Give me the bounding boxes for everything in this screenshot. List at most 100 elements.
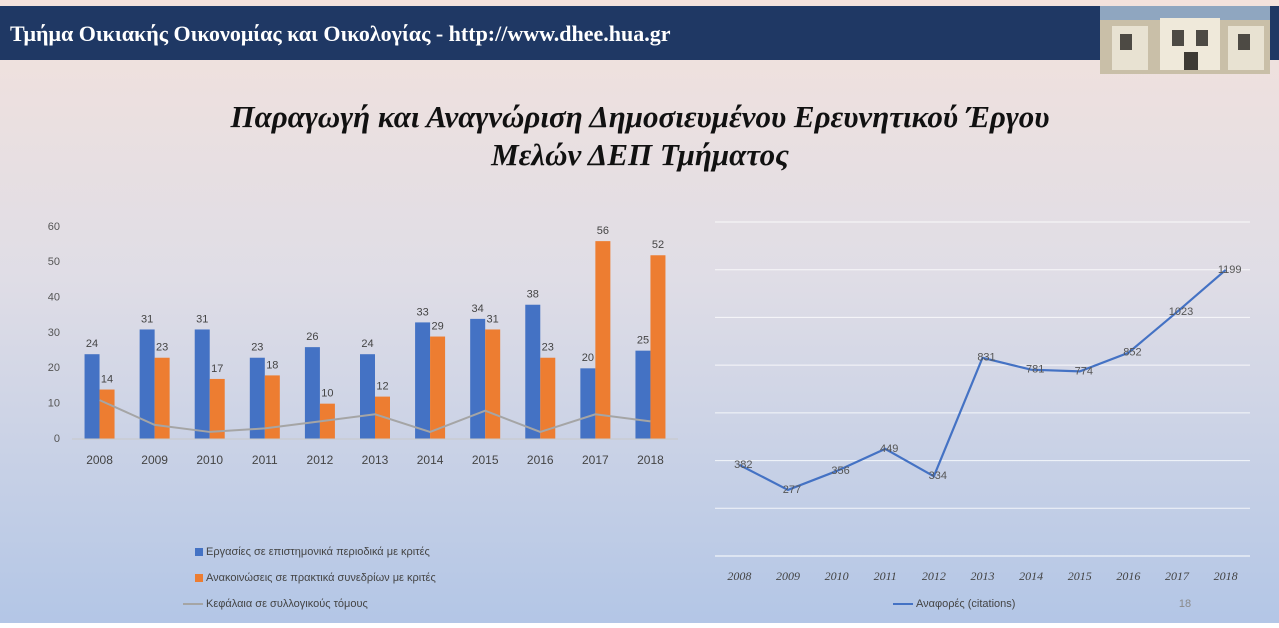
data-label: 24	[86, 338, 98, 350]
x-tick-label: 2016	[1116, 569, 1140, 583]
line-series	[99, 399, 651, 433]
legend-swatch	[195, 574, 203, 582]
bar	[249, 357, 265, 439]
data-label: 33	[416, 306, 428, 318]
data-label: 449	[880, 443, 898, 455]
y-tick-label: 10	[48, 398, 60, 410]
legend-label: Κεφάλαια σε συλλογικούς τόμους	[206, 598, 368, 610]
data-label: 25	[637, 335, 649, 347]
data-label: 56	[597, 225, 609, 237]
header-bar	[0, 6, 1279, 60]
data-label: 34	[472, 303, 484, 315]
legend-label: Ανακοινώσεις σε πρακτικά συνεδρίων με κρ…	[206, 572, 436, 584]
data-label: 852	[1123, 347, 1141, 359]
bar	[154, 357, 170, 439]
data-label: 14	[101, 373, 113, 385]
legend-swatch	[195, 548, 203, 556]
x-tick-label: 2016	[527, 453, 554, 467]
bar	[580, 368, 596, 439]
x-tick-label: 2015	[1068, 569, 1092, 583]
slide-title: Παραγωγή και Αναγνώριση Δημοσιευμένου Ερ…	[230, 99, 1050, 134]
header-text: Τμήμα Οικιακής Οικονομίας και Οικολογίας…	[10, 21, 671, 46]
bar	[264, 375, 280, 439]
bar	[194, 329, 210, 439]
data-label: 52	[652, 239, 664, 251]
data-label: 382	[734, 459, 752, 471]
x-tick-label: 2008	[727, 569, 751, 583]
data-label: 31	[196, 313, 208, 325]
data-label: 781	[1026, 364, 1044, 376]
data-label: 1199	[1218, 264, 1242, 276]
y-tick-label: 60	[48, 221, 60, 233]
bar	[540, 357, 556, 439]
x-tick-label: 2017	[582, 453, 609, 467]
data-label: 23	[542, 342, 554, 354]
slide-title: Μελών ΔΕΠ Τμήματος	[490, 137, 789, 172]
bar	[525, 304, 541, 439]
data-label: 38	[527, 289, 539, 301]
data-label: 277	[783, 484, 801, 496]
data-label: 31	[141, 313, 153, 325]
bar	[99, 389, 115, 439]
x-tick-label: 2014	[417, 453, 444, 467]
legend-label: Εργασίες σε επιστημονικά περιοδικά με κρ…	[206, 546, 430, 558]
data-label: 1023	[1169, 306, 1193, 318]
legend-label: Αναφορές (citations)	[916, 598, 1015, 610]
data-label: 774	[1075, 365, 1093, 377]
x-tick-label: 2009	[141, 453, 168, 467]
data-label: 24	[361, 338, 373, 350]
data-label: 334	[929, 470, 947, 482]
bar	[84, 354, 100, 439]
page-number: 18	[1179, 598, 1191, 610]
bar	[635, 350, 651, 439]
x-tick-label: 2010	[825, 569, 849, 583]
x-tick-label: 2014	[1019, 569, 1043, 583]
data-label: 831	[977, 352, 995, 364]
x-tick-label: 2012	[922, 569, 946, 583]
bar	[304, 347, 320, 439]
x-tick-label: 2011	[874, 569, 897, 583]
y-tick-label: 40	[48, 292, 60, 304]
y-tick-label: 0	[54, 433, 60, 445]
y-tick-label: 20	[48, 362, 60, 374]
data-label: 26	[306, 331, 318, 343]
data-label: 10	[321, 388, 333, 400]
x-tick-label: 2018	[637, 453, 664, 467]
bar	[650, 255, 666, 439]
bar	[139, 329, 155, 439]
x-tick-label: 2008	[86, 453, 113, 467]
bar	[595, 241, 611, 439]
data-label: 20	[582, 352, 594, 364]
header-image	[1100, 6, 1270, 74]
bar	[209, 378, 225, 439]
bar	[430, 336, 446, 439]
x-tick-label: 2013	[362, 453, 389, 467]
data-label: 31	[487, 313, 499, 325]
data-label: 23	[251, 342, 263, 354]
bar	[375, 396, 390, 439]
bar	[485, 329, 501, 439]
x-tick-label: 2018	[1214, 569, 1238, 583]
y-tick-label: 50	[48, 256, 60, 268]
x-tick-label: 2011	[252, 453, 278, 467]
x-tick-label: 2013	[971, 569, 995, 583]
data-label: 12	[376, 381, 388, 393]
data-label: 18	[266, 359, 278, 371]
x-tick-label: 2015	[472, 453, 499, 467]
y-tick-label: 30	[48, 327, 60, 339]
x-tick-label: 2012	[307, 453, 334, 467]
bar	[360, 354, 375, 439]
x-tick-label: 2010	[196, 453, 223, 467]
x-tick-label: 2017	[1165, 569, 1190, 583]
bar	[470, 318, 486, 439]
line-series	[738, 269, 1227, 492]
bar	[415, 322, 431, 439]
x-tick-label: 2009	[776, 569, 800, 583]
data-label: 23	[156, 342, 168, 354]
data-label: 17	[211, 363, 223, 375]
data-label: 356	[831, 465, 849, 477]
data-label: 29	[431, 320, 443, 332]
